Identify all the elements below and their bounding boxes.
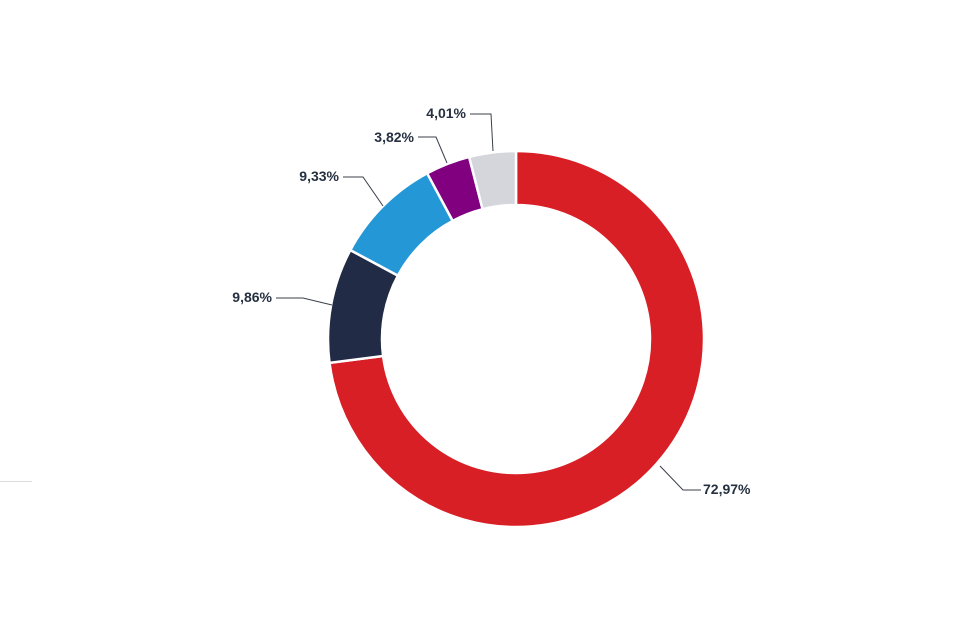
data-label: 9,33% [299, 168, 339, 184]
data-label: 3,82% [374, 129, 414, 145]
data-label-group: 72,97% 9,86% 9,33% 3,82% 4,01% [232, 105, 751, 497]
donut-slice[interactable] [328, 149, 706, 529]
leader-line [470, 113, 494, 152]
data-label: 9,86% [232, 289, 272, 305]
data-label: 4,01% [426, 105, 466, 121]
divider-line [0, 481, 32, 482]
leader-line [343, 176, 384, 207]
leader-line [418, 136, 448, 164]
slice-group [326, 149, 706, 529]
donut-slice[interactable] [467, 149, 518, 211]
leader-line [659, 465, 701, 491]
data-label: 72,97% [703, 481, 751, 497]
leader-line [276, 297, 333, 306]
leader-line-group [276, 113, 701, 491]
